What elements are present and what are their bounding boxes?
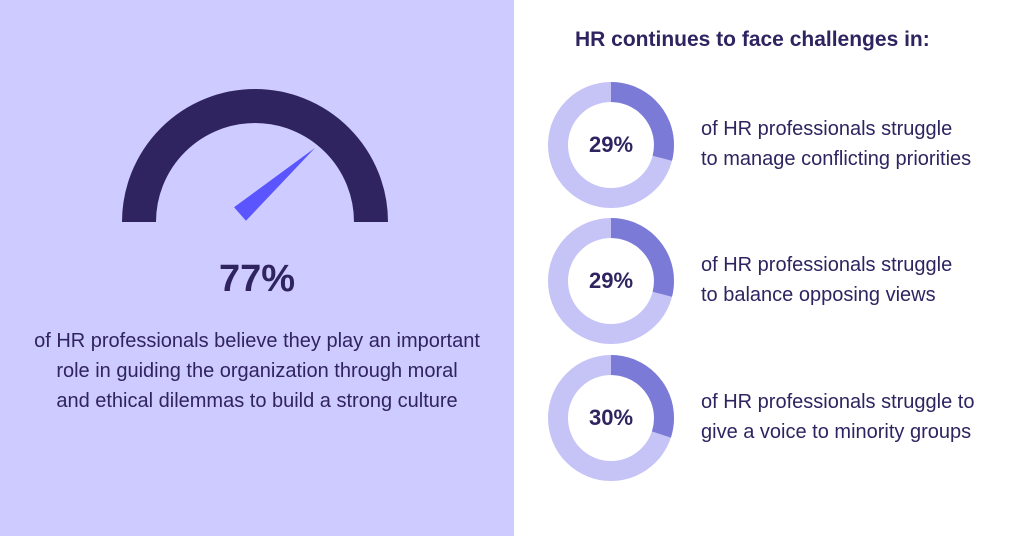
donut-chart xyxy=(548,218,674,344)
gauge-value: 77% xyxy=(218,258,296,300)
donut-value: 29% xyxy=(588,268,634,293)
challenge-line: of HR professionals struggle to xyxy=(701,391,975,413)
challenge-description: of HR professionals struggle to balance … xyxy=(701,250,1021,310)
challenge-line: of HR professionals struggle xyxy=(701,118,953,140)
challenge-description: of HR professionals struggle to manage c… xyxy=(701,114,1021,174)
challenges-title: HR continues to face challenges in: xyxy=(575,28,930,51)
challenge-item-opposing-views: 29% of HR professionals struggle to bala… xyxy=(548,218,1018,344)
donut-chart xyxy=(548,355,674,481)
donut-value: 30% xyxy=(588,405,634,430)
challenge-item-minority-groups: 30% of HR professionals struggle to give… xyxy=(548,355,1018,481)
gauge-description: of HR professionals believe they play an… xyxy=(16,326,498,416)
challenge-line: give a voice to minority groups xyxy=(701,421,972,443)
challenge-line: of HR professionals struggle xyxy=(701,254,953,276)
gauge-arc xyxy=(122,89,388,223)
gauge-needle xyxy=(234,147,316,221)
donut-chart xyxy=(548,82,674,208)
gauge-description-line: and ethical dilemmas to build a strong c… xyxy=(56,390,458,412)
donut-value: 29% xyxy=(588,132,634,157)
challenge-line: to manage conflicting priorities xyxy=(701,148,972,170)
donut-fill xyxy=(548,218,674,344)
donut-fill xyxy=(548,355,674,481)
left-panel: 77% of HR professionals believe they pla… xyxy=(0,0,514,536)
challenge-line: to balance opposing views xyxy=(701,284,936,306)
gauge-description-line: of HR professionals believe they play an… xyxy=(34,330,480,352)
gauge-chart xyxy=(122,89,388,223)
challenge-item-conflicting-priorities: 29% of HR professionals struggle to mana… xyxy=(548,82,1018,208)
challenge-description: of HR professionals struggle to give a v… xyxy=(701,387,1021,447)
donut-fill xyxy=(548,82,674,208)
gauge-description-line: role in guiding the organization through… xyxy=(56,360,458,382)
